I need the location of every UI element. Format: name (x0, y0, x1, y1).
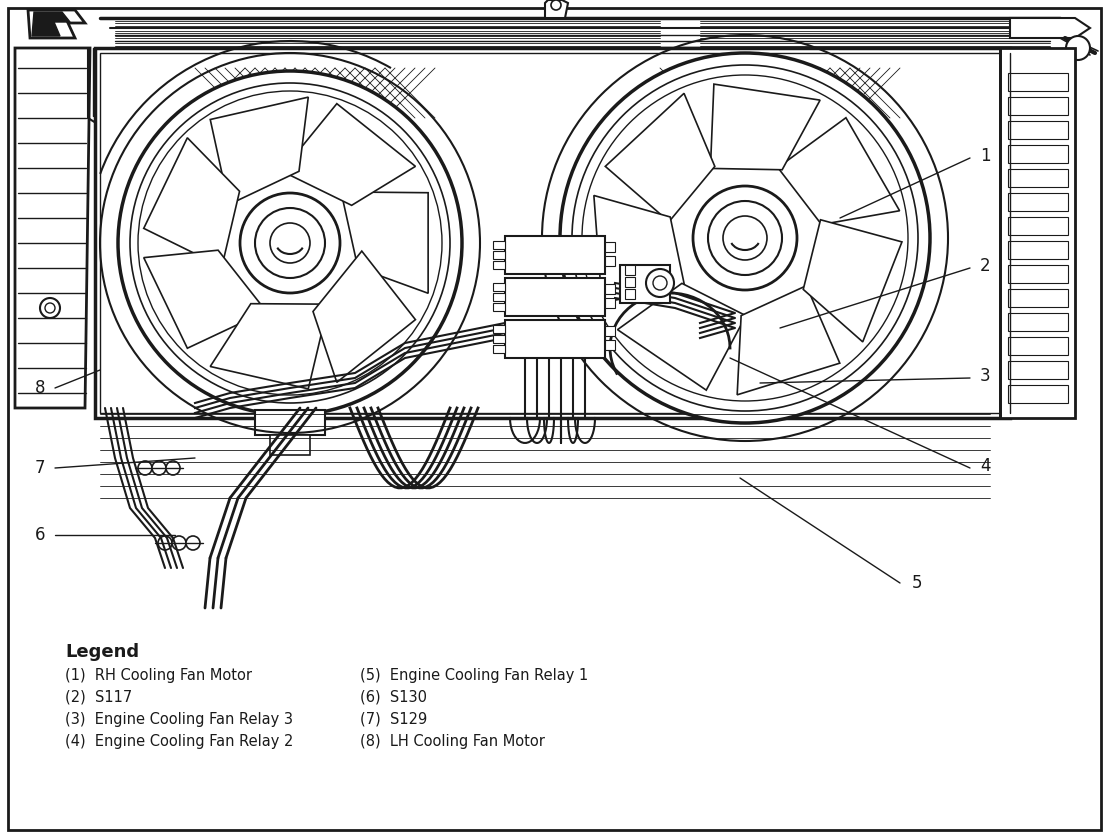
Bar (1008, 385, 1068, 403)
Circle shape (130, 83, 450, 403)
Text: 5: 5 (912, 574, 923, 592)
Bar (1008, 193, 1068, 211)
Bar (1008, 121, 1068, 139)
Bar (1008, 337, 1068, 355)
Bar (606, 326, 615, 336)
Bar (1000, 48, 1075, 418)
Bar (494, 293, 505, 301)
Circle shape (166, 461, 180, 475)
Circle shape (647, 269, 674, 297)
Bar (100, 53, 1005, 413)
Text: 8: 8 (34, 379, 45, 397)
Bar (505, 278, 606, 316)
Bar (1008, 73, 1068, 91)
Bar (255, 410, 325, 435)
Polygon shape (211, 303, 328, 389)
Circle shape (138, 461, 152, 475)
Polygon shape (313, 251, 416, 382)
Bar (494, 335, 505, 343)
Text: (2)  S117: (2) S117 (65, 690, 132, 705)
Polygon shape (282, 104, 416, 205)
Polygon shape (32, 12, 70, 36)
Circle shape (723, 216, 767, 260)
Polygon shape (342, 192, 428, 293)
Polygon shape (1010, 18, 1090, 38)
Bar (505, 320, 606, 358)
Text: (1)  RH Cooling Fan Motor: (1) RH Cooling Fan Motor (65, 668, 252, 683)
Bar (606, 340, 615, 350)
Text: 3: 3 (980, 367, 990, 385)
Bar (494, 251, 505, 259)
Polygon shape (211, 97, 308, 204)
Bar (494, 325, 505, 333)
Text: 1: 1 (980, 147, 990, 165)
Bar (1008, 217, 1068, 235)
Bar (1008, 313, 1068, 331)
Bar (494, 261, 505, 269)
Polygon shape (545, 0, 568, 18)
Bar (494, 345, 505, 353)
Polygon shape (28, 10, 85, 38)
Text: 6: 6 (34, 526, 45, 544)
Circle shape (172, 536, 186, 550)
Circle shape (572, 65, 918, 411)
Bar (1008, 265, 1068, 283)
Circle shape (560, 53, 930, 423)
Circle shape (582, 75, 908, 401)
Bar (269, 435, 311, 455)
Bar (625, 289, 635, 299)
Circle shape (152, 461, 166, 475)
Text: (4)  Engine Cooling Fan Relay 2: (4) Engine Cooling Fan Relay 2 (65, 734, 294, 749)
Bar (505, 236, 606, 274)
Text: (5)  Engine Cooling Fan Relay 1: (5) Engine Cooling Fan Relay 1 (360, 668, 588, 683)
Circle shape (240, 193, 340, 293)
Polygon shape (606, 93, 715, 222)
Circle shape (551, 0, 561, 10)
Text: (6)  S130: (6) S130 (360, 690, 427, 705)
Circle shape (269, 223, 311, 263)
Text: (8)  LH Cooling Fan Motor: (8) LH Cooling Fan Motor (360, 734, 545, 749)
Text: (3)  Engine Cooling Fan Relay 3: (3) Engine Cooling Fan Relay 3 (65, 712, 293, 727)
Bar (1008, 361, 1068, 379)
Text: 4: 4 (980, 457, 990, 475)
Bar (606, 298, 615, 308)
Bar (606, 256, 615, 266)
Text: 2: 2 (980, 257, 990, 275)
Circle shape (255, 208, 325, 278)
Circle shape (708, 201, 782, 275)
Circle shape (653, 276, 667, 290)
Circle shape (157, 536, 172, 550)
Circle shape (138, 91, 442, 395)
Circle shape (186, 536, 200, 550)
Circle shape (118, 71, 462, 415)
Bar (494, 241, 505, 249)
Bar (494, 283, 505, 291)
Text: (7)  S129: (7) S129 (360, 712, 427, 727)
Bar (1008, 241, 1068, 259)
Polygon shape (144, 137, 240, 266)
Bar (1008, 145, 1068, 163)
Polygon shape (593, 195, 685, 303)
Polygon shape (618, 283, 746, 391)
Bar (1008, 97, 1068, 115)
Bar (494, 303, 505, 311)
Bar (606, 284, 615, 294)
Text: 7: 7 (34, 459, 45, 477)
Polygon shape (737, 286, 840, 395)
Bar (606, 242, 615, 252)
Bar (625, 277, 635, 287)
Bar (1008, 289, 1068, 307)
Polygon shape (777, 117, 899, 225)
Polygon shape (803, 220, 902, 342)
Polygon shape (711, 84, 820, 170)
Circle shape (693, 186, 797, 290)
Bar (95, 48, 1010, 418)
Bar (620, 265, 670, 303)
Circle shape (1066, 36, 1090, 60)
Text: Legend: Legend (65, 643, 139, 661)
Polygon shape (16, 48, 90, 408)
Bar (1008, 169, 1068, 187)
Polygon shape (144, 251, 266, 349)
Bar (625, 265, 635, 275)
